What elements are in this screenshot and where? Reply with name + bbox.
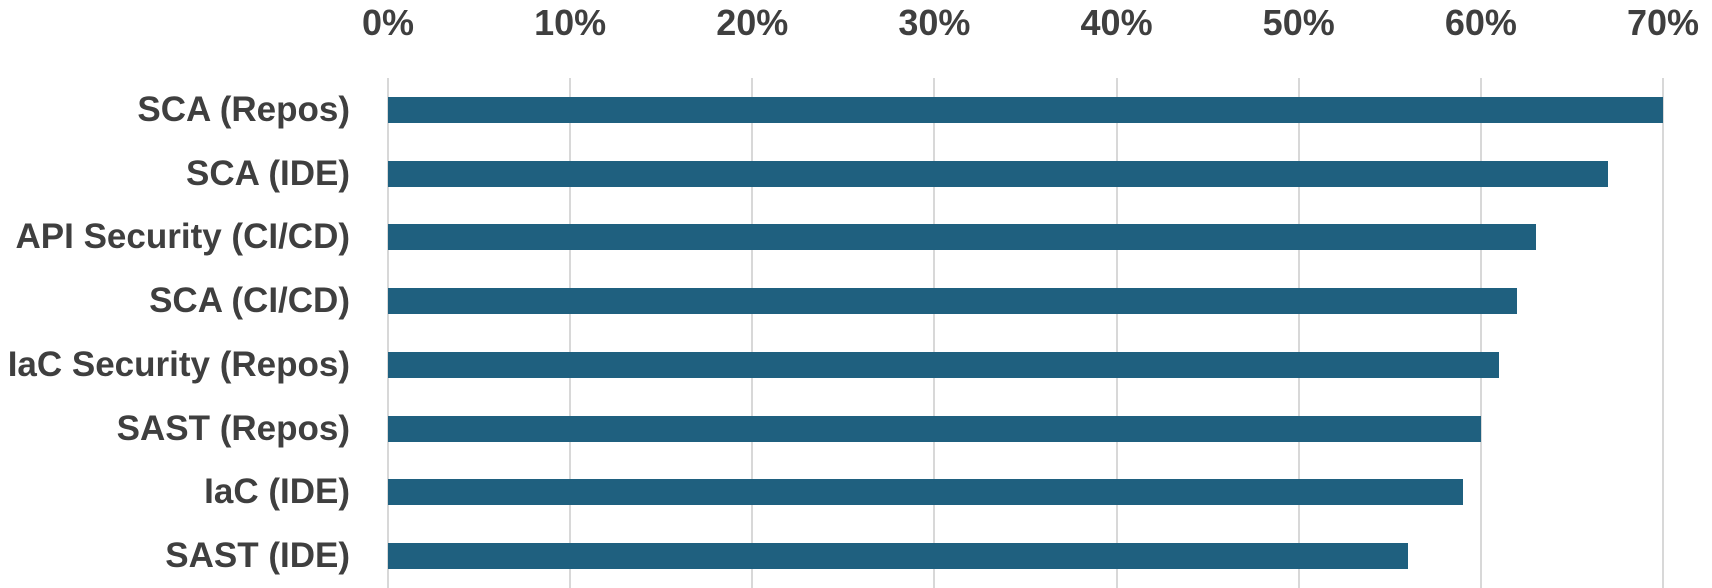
gridline xyxy=(387,78,389,588)
category-label: SAST (IDE) xyxy=(165,536,350,576)
category-label: IaC (IDE) xyxy=(204,472,350,512)
x-axis-tick-label: 70% xyxy=(1626,2,1700,43)
bar xyxy=(388,543,1408,570)
chart-row xyxy=(388,78,1663,142)
x-axis-tick-label: 50% xyxy=(1262,2,1335,43)
category-label: API Security (CI/CD) xyxy=(15,217,351,257)
x-axis-tick-label: 60% xyxy=(1444,2,1517,43)
gridline xyxy=(1297,78,1300,588)
bar xyxy=(388,351,1500,378)
chart-row xyxy=(388,524,1663,588)
category-label: SCA (Repos) xyxy=(137,89,350,129)
bar xyxy=(388,224,1536,251)
bar xyxy=(388,415,1481,442)
category-label: SAST (Repos) xyxy=(116,408,350,448)
gridline xyxy=(1662,78,1664,588)
chart-row xyxy=(388,142,1663,206)
bar xyxy=(388,479,1463,506)
gridline xyxy=(1479,78,1482,588)
x-axis-tick-label: 20% xyxy=(716,2,789,43)
x-axis-tick-label: 30% xyxy=(898,2,971,43)
category-label: SCA (CI/CD) xyxy=(149,281,350,321)
category-labels: SCA (Repos) SCA (IDE) API Security (CI/C… xyxy=(0,78,350,588)
bar xyxy=(388,288,1518,315)
x-axis: 0% 10% 20% 30% 40% 50% 60% 70% xyxy=(362,0,1699,46)
category-label: IaC Security (Repos) xyxy=(7,344,350,384)
category-label: SCA (IDE) xyxy=(186,153,350,193)
gridline xyxy=(933,78,936,588)
bar-rows xyxy=(388,78,1663,588)
chart-row xyxy=(388,269,1663,333)
x-axis-tick-label: 40% xyxy=(1080,2,1153,43)
x-axis-tick-label: 10% xyxy=(534,2,607,43)
gridline xyxy=(751,78,754,588)
chart-row xyxy=(388,397,1663,461)
chart-row xyxy=(388,333,1663,397)
gridline xyxy=(1115,78,1118,588)
bar xyxy=(388,160,1609,187)
gridline xyxy=(569,78,572,588)
bar xyxy=(388,96,1663,123)
chart-row xyxy=(388,461,1663,525)
x-axis-tick-label: 0% xyxy=(361,2,415,43)
chart-row xyxy=(388,206,1663,270)
plot-area xyxy=(387,78,1664,588)
